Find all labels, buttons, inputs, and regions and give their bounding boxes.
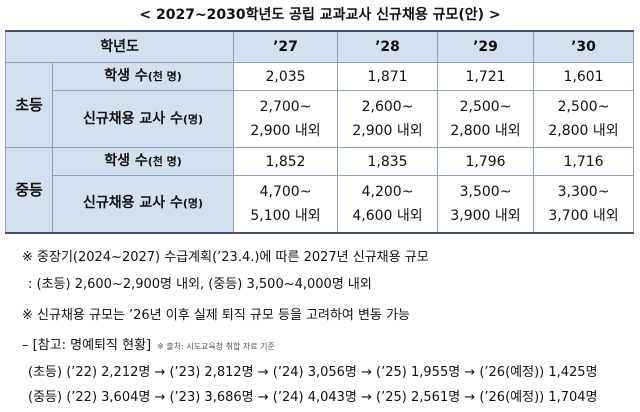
data-cell: 1,796 [437, 147, 535, 176]
cell-line: 1,852 [265, 153, 306, 170]
row: 신규채용 교사 수(명) 4,700~ 5,100 내외 4,200~ 4,600 내외… [6, 175, 635, 233]
label-unit: (명) [182, 112, 204, 126]
row-label: 신규채용 교사 수(명) [51, 175, 235, 233]
data-cell: 3,500~ 3,900 내외 [437, 175, 535, 233]
cell-line: 4,200~ [361, 183, 414, 200]
label-text: 학생 수 [104, 68, 148, 84]
cell-line: 2,035 [265, 68, 306, 85]
data-cell: 1,835 [337, 147, 439, 176]
cell-line: 1,796 [465, 153, 506, 170]
row-label: 학생 수(천 명) [51, 147, 235, 176]
label-text: 학생 수 [104, 153, 148, 169]
label-text: 신규채용 교사 수 [82, 110, 183, 127]
header-cell: ’28 [337, 30, 439, 63]
header-cell: ’27 [233, 30, 339, 63]
reference-heading: – [참고: 명예퇴직 현황] [22, 338, 152, 353]
data-cell: 2,500~ 2,800 내외 [437, 90, 535, 148]
cell-line: 2,500~ [459, 99, 512, 115]
data-cell: 1,852 [233, 147, 339, 176]
header-row: 학년도 ’27’28’29’30 [4, 30, 635, 63]
data-cell: 1,871 [337, 62, 439, 91]
data-cell: 1,601 [533, 62, 635, 91]
row: 중등 학생 수(천 명) 1,852 1,835 1,796 1,716 [5, 147, 635, 233]
row: 신규채용 교사 수(명) 2,700~ 2,900 내외 2,600~ 2,900 내외… [6, 90, 635, 148]
cell-line: 3,700 내외 [548, 207, 619, 224]
data-cell: 3,300~ 3,700 내외 [533, 175, 635, 233]
label-unit: (명) [182, 197, 204, 211]
cell-line: 3,500~ [459, 183, 512, 200]
cell-line: 3,900 내외 [450, 207, 521, 224]
data-cell: 2,035 [233, 62, 339, 91]
data-cell: 2,500~ 2,800 내외 [533, 90, 635, 148]
reference-row: (중등) (’22) 3,604명 → (’23) 3,686명 → (’24)… [28, 390, 598, 405]
data-cell: 4,700~ 5,100 내외 [233, 175, 339, 233]
reference-source: ※ 출처: 시도교육청 취합 자료 기준 [157, 342, 275, 351]
cell-line: 2,700~ [259, 99, 312, 115]
notes: ※ 중장기(2024~2027) 수급계획(’23.4.)에 따른 2027년 … [22, 246, 634, 411]
label-unit: (천 명) [147, 155, 182, 168]
header-cell: 학년도 [4, 30, 235, 63]
cell-line: 5,100 내외 [250, 207, 321, 224]
group-cell: 중등 [5, 147, 53, 233]
cell-line: 1,871 [367, 68, 408, 85]
note: ※ 신규채용 규모는 ’26년 이후 실제 퇴직 규모 등을 고려하여 변동 가… [22, 308, 410, 323]
note: : (초등) 2,600~2,900명 내외, (중등) 3,500~4,000… [28, 277, 372, 292]
title: < 2027~2030학년도 공립 교과교사 신규채용 규모(안) > [139, 7, 501, 23]
cell-line: 2,900 내외 [352, 123, 423, 139]
group-cell: 초등 [5, 62, 53, 148]
cell-line: 1,601 [563, 68, 604, 85]
cell-line: 4,600 내외 [352, 207, 423, 224]
cell-line: 1,716 [563, 153, 604, 170]
cell-line: 1,721 [465, 68, 506, 85]
reference-row: (초등) (’22) 2,212명 → (’23) 2,812명 → (’24)… [28, 365, 598, 380]
data-cell: 2,600~ 2,900 내외 [337, 90, 439, 148]
data-cell: 4,200~ 4,600 내외 [337, 175, 439, 233]
label-unit: (천 명) [147, 70, 182, 83]
cell-line: 2,500~ [557, 99, 610, 115]
data-cell: 1,721 [437, 62, 535, 91]
note: ※ 중장기(2024~2027) 수급계획(’23.4.)에 따른 2027년 … [22, 250, 429, 265]
cell-line: 3,300~ [557, 183, 610, 200]
data-cell: 2,700~ 2,900 내외 [233, 90, 339, 148]
row-label: 신규채용 교사 수(명) [51, 90, 235, 148]
reference-title: – [참고: 명예퇴직 현황] ※ 출처: 시도교육청 취합 자료 기준 [22, 334, 634, 361]
cell-line: 2,900 내외 [250, 123, 321, 139]
row-label: 학생 수(천 명) [51, 62, 235, 91]
row: 초등 학생 수(천 명) 2,035 1,871 1,721 1,601 [5, 62, 635, 148]
cell-line: 2,800 내외 [548, 123, 619, 139]
header-cell: ’30 [533, 30, 635, 63]
data-cell: 1,716 [533, 147, 635, 176]
cell-line: 4,700~ [259, 183, 312, 200]
header-cell: ’29 [437, 30, 535, 63]
label-text: 신규채용 교사 수 [82, 195, 183, 212]
cell-line: 2,800 내외 [450, 123, 521, 139]
cell-line: 1,835 [367, 153, 408, 170]
cell-line: 2,600~ [361, 99, 414, 115]
table: 학년도 ’27’28’29’30 초등 학생 수(천 명) 2,035 1,871 1,72… [4, 30, 635, 234]
